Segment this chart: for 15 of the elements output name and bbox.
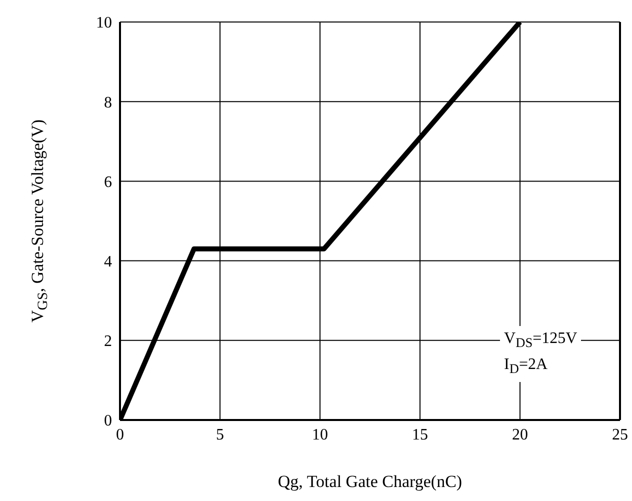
x-tick-label: 20 [512,426,528,444]
annotation: V$_{DS}$=125V [504,329,578,352]
y-tick-label: 6 [104,174,112,191]
y-tick-label: 4 [104,253,112,270]
y-tick-label: 0 [104,412,112,430]
x-tick-label: 5 [216,426,224,444]
y-tick-label: 8 [104,94,112,112]
x-axis-title: Qg, Total Gate Charge(nC) [276,472,464,492]
y-tick-label: 2 [104,333,112,350]
annotation: I$_{D}$=2A [504,355,549,378]
x-tick-label: 25 [612,426,628,444]
x-tick-label: 10 [312,426,328,444]
x-tick-label: 0 [116,426,124,444]
y-tick-label: 10 [96,14,112,32]
x-tick-label: 15 [412,426,428,444]
